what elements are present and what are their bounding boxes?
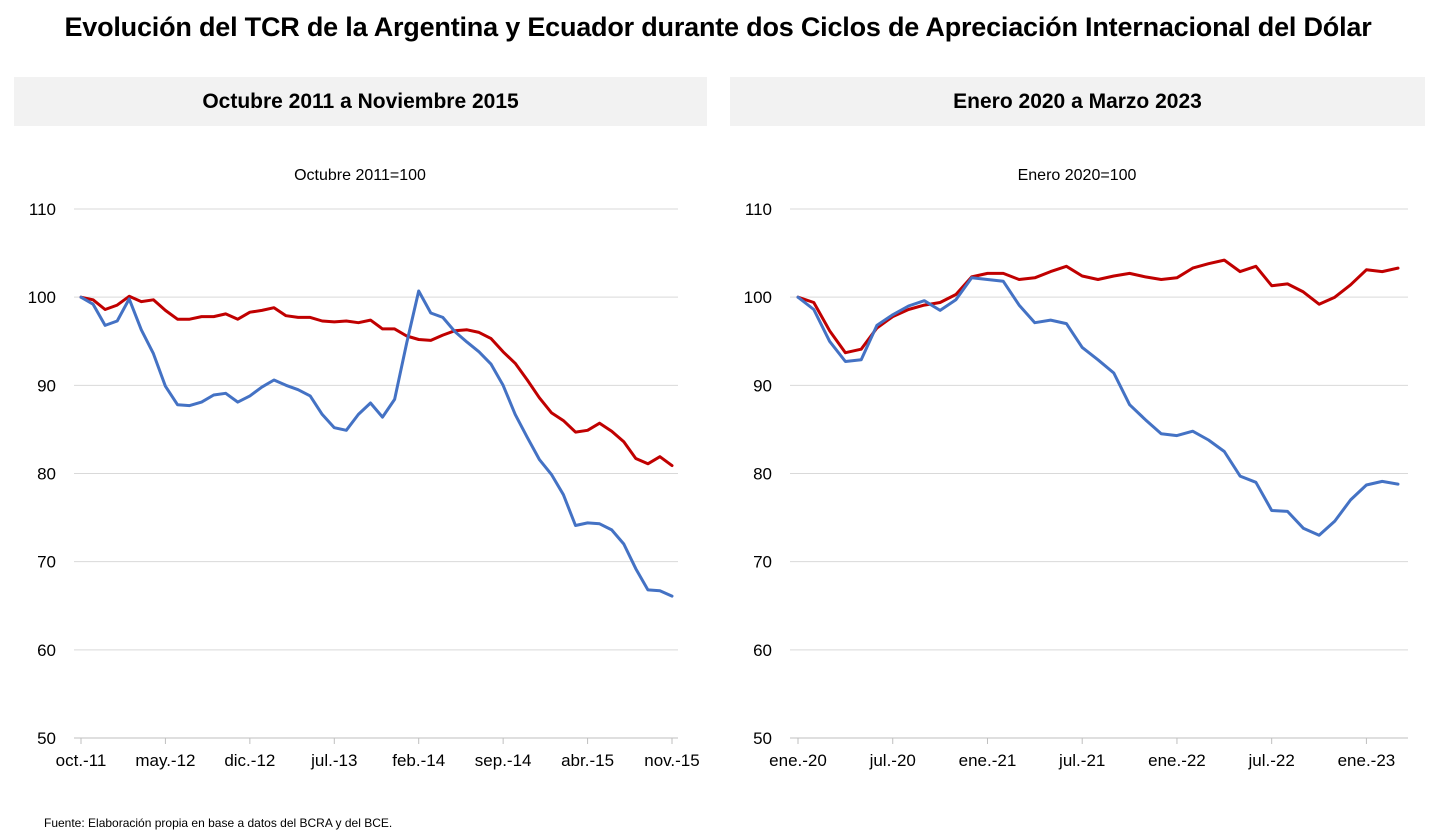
chart-0-y-tick-label: 90 (37, 376, 56, 395)
chart-1-y-tick-label: 70 (753, 553, 772, 572)
chart-0-x-tick-label: sep.-14 (475, 751, 532, 770)
chart-0-x-tick-label: may.-12 (135, 751, 195, 770)
chart-0-series-blue-line (79, 289, 674, 598)
chart-right: Enero 2020=100 50 60 70 80 90 100 110 ene.-20 jul… (744, 167, 1408, 770)
chart-0-y-tick-label: 70 (37, 553, 56, 572)
chart-1-y-tick-label: 100 (744, 288, 772, 307)
chart-1-x-tick-label: ene.-21 (959, 751, 1017, 770)
chart-1-x-tick-label: jul.-20 (869, 751, 916, 770)
chart-1-y-tick-label: 50 (753, 729, 772, 748)
source-note: Fuente: Elaboración propia en base a dat… (44, 816, 393, 830)
chart-1-subtitle: Enero 2020=100 (1018, 167, 1137, 184)
panel-header-left: Octubre 2011 a Noviembre 2015 (14, 77, 707, 126)
chart-1-y-tick-label: 110 (745, 200, 772, 219)
chart-0-y-tick-label: 100 (28, 288, 56, 307)
chart-0-x-tick-label: nov.-15 (644, 751, 699, 770)
chart-1-series-blue-line (796, 276, 1400, 537)
chart-0-x-tick-label: dic.-12 (224, 751, 275, 770)
chart-1-x-tick-label: ene.-22 (1148, 751, 1206, 770)
chart-left: Octubre 2011=100 50 60 70 80 90 100 110 oct.-11 m… (28, 167, 700, 770)
chart-1-x-tick-label: ene.-23 (1338, 751, 1396, 770)
chart-0-series-red-line (79, 294, 674, 468)
panel-header-right: Enero 2020 a Marzo 2023 (730, 77, 1425, 126)
panel-title-right: Enero 2020 a Marzo 2023 (953, 89, 1202, 113)
chart-0-x-tick-label: abr.-15 (561, 751, 614, 770)
chart-0-x-tick-label: jul.-13 (310, 751, 357, 770)
chart-0-y-tick-label: 50 (37, 729, 56, 748)
panel-title-left: Octubre 2011 a Noviembre 2015 (202, 89, 519, 113)
chart-0-subtitle: Octubre 2011=100 (294, 167, 426, 184)
chart-0-x-tick-label: feb.-14 (392, 751, 445, 770)
chart-0-x-tick-label: oct.-11 (56, 751, 107, 770)
main-title: Evolución del TCR de la Argentina y Ecua… (64, 12, 1372, 42)
chart-0-y-tick-label: 60 (37, 641, 56, 660)
chart-1-y-tick-label: 80 (753, 465, 772, 484)
chart-1-y-tick-label: 60 (753, 641, 772, 660)
chart-0-y-tick-label: 80 (37, 465, 56, 484)
chart-0-y-tick-label: 110 (29, 200, 56, 219)
chart-1-series-red-line (796, 258, 1400, 355)
chart-1-x-tick-label: jul.-22 (1248, 751, 1295, 770)
chart-1-x-tick-label: ene.-20 (769, 751, 827, 770)
chart-1-x-tick-label: jul.-21 (1058, 751, 1105, 770)
chart-1-y-tick-label: 90 (753, 376, 772, 395)
